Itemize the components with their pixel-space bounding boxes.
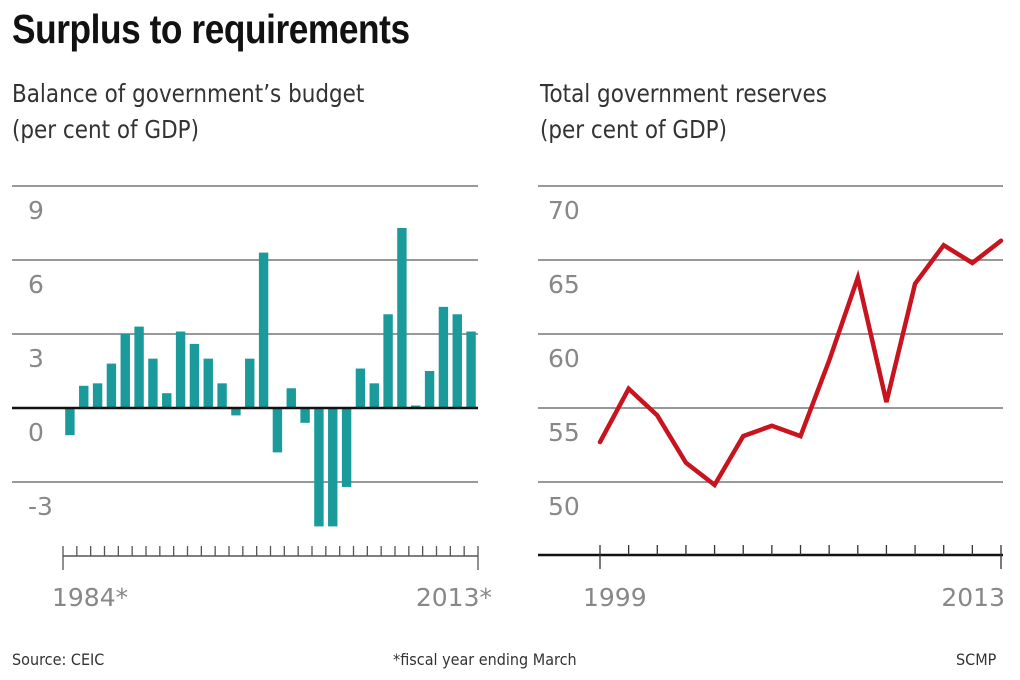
bar-1995 xyxy=(217,383,227,408)
left-chart-title: Balance of government’s budget (per cent… xyxy=(12,76,364,148)
bar-1986 xyxy=(92,383,103,408)
x-tick-label-end: 2013 xyxy=(941,583,1005,612)
bar-1999 xyxy=(272,408,283,453)
right-chart-subtitle: (per cent of GDP) xyxy=(540,115,728,144)
bar-2012 xyxy=(452,314,462,408)
y-tick-label: -3 xyxy=(28,492,53,521)
bar-2005 xyxy=(355,368,366,408)
bar-1985 xyxy=(79,385,89,408)
bar-2006 xyxy=(369,383,379,408)
bar-1998 xyxy=(258,252,269,408)
x-tick-label-start: 1984* xyxy=(52,583,128,612)
source-note: Source: CEIC xyxy=(12,650,105,669)
bar-1992 xyxy=(175,331,186,408)
bar-1991 xyxy=(162,393,172,408)
bar-2002 xyxy=(314,408,324,527)
y-tick-label: 3 xyxy=(28,344,44,373)
y-tick-label: 6 xyxy=(28,270,44,299)
bar-2007 xyxy=(383,314,393,408)
bar-2010 xyxy=(424,371,435,408)
y-tick-label: 0 xyxy=(28,418,44,447)
left-chart-subtitle: (per cent of GDP) xyxy=(12,115,200,144)
reserves-line xyxy=(597,238,1004,489)
y-tick-label: 9 xyxy=(28,196,44,225)
bar-1993 xyxy=(189,343,200,408)
bar-1984 xyxy=(65,408,75,436)
bar-2011 xyxy=(438,306,449,408)
bar-2003 xyxy=(328,408,338,527)
bar-1989 xyxy=(134,326,144,408)
credit: SCMP xyxy=(956,650,997,669)
left-chart-title-line: Balance of government’s budget xyxy=(12,79,365,108)
y-tick-label: 50 xyxy=(548,492,580,521)
bar-1994 xyxy=(203,358,213,408)
y-tick-label: 55 xyxy=(548,418,580,447)
bar-2013 xyxy=(466,331,476,408)
bar-1988 xyxy=(120,334,130,408)
bar-2008 xyxy=(397,227,407,408)
bar-2001 xyxy=(300,408,310,423)
y-tick-label: 60 xyxy=(548,344,580,373)
right-chart-title-line: Total government reserves xyxy=(540,79,827,108)
fiscal-year-note: *fiscal year ending March xyxy=(393,650,577,669)
bar-1996 xyxy=(231,408,241,416)
bar-1990 xyxy=(148,358,158,408)
y-tick-label: 70 xyxy=(548,196,580,225)
page-title: Surplus to requirements xyxy=(12,6,410,52)
bar-1997 xyxy=(245,358,255,408)
bar-1987 xyxy=(106,363,117,408)
x-tick-label-start: 1999 xyxy=(583,583,647,612)
right-chart-title: Total government reserves (per cent of G… xyxy=(540,76,827,148)
bar-2000 xyxy=(286,388,296,408)
y-tick-label: 65 xyxy=(548,270,580,299)
x-tick-label-end: 2013* xyxy=(416,583,492,612)
bar-2004 xyxy=(341,408,352,487)
